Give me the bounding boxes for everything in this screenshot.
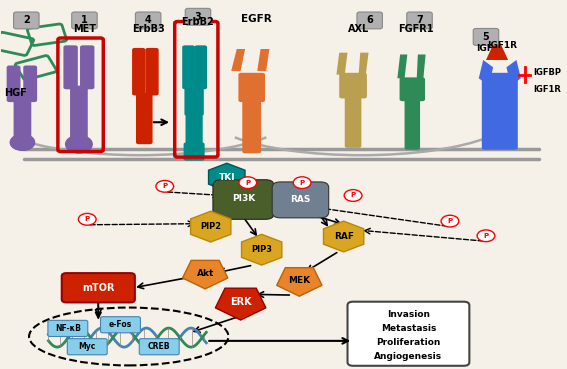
Text: IGF: IGF	[476, 45, 493, 54]
Polygon shape	[336, 53, 348, 75]
FancyBboxPatch shape	[48, 320, 88, 337]
Text: 7: 7	[416, 15, 423, 25]
FancyBboxPatch shape	[473, 28, 499, 45]
Text: 1: 1	[81, 15, 88, 25]
Circle shape	[477, 230, 495, 242]
Text: P: P	[484, 233, 489, 239]
FancyBboxPatch shape	[345, 89, 361, 148]
FancyBboxPatch shape	[80, 45, 95, 89]
Circle shape	[156, 180, 174, 192]
FancyBboxPatch shape	[185, 8, 211, 25]
Circle shape	[78, 213, 96, 225]
Text: Angiogenesis: Angiogenesis	[374, 352, 442, 361]
FancyBboxPatch shape	[348, 302, 469, 366]
FancyBboxPatch shape	[67, 339, 107, 355]
Text: Myc: Myc	[79, 342, 96, 351]
Circle shape	[10, 134, 35, 151]
Polygon shape	[417, 55, 426, 78]
Circle shape	[239, 177, 257, 189]
Text: 5: 5	[483, 32, 489, 42]
Text: IGFBP: IGFBP	[533, 68, 561, 77]
FancyBboxPatch shape	[184, 81, 204, 116]
Text: 2: 2	[23, 15, 29, 25]
Polygon shape	[397, 55, 407, 78]
FancyBboxPatch shape	[14, 12, 39, 29]
Circle shape	[344, 190, 362, 201]
Circle shape	[293, 177, 311, 189]
Text: ErbB3: ErbB3	[132, 24, 164, 34]
FancyBboxPatch shape	[184, 142, 205, 161]
FancyBboxPatch shape	[132, 48, 145, 96]
FancyBboxPatch shape	[357, 12, 382, 29]
Text: Invasion: Invasion	[387, 310, 430, 319]
FancyBboxPatch shape	[23, 65, 37, 102]
Text: P: P	[350, 193, 356, 199]
FancyBboxPatch shape	[194, 45, 207, 89]
Text: PIP3: PIP3	[251, 245, 272, 254]
Text: MET: MET	[73, 24, 96, 34]
FancyBboxPatch shape	[182, 45, 195, 89]
Text: mTOR: mTOR	[82, 283, 115, 293]
FancyBboxPatch shape	[100, 317, 141, 333]
Text: ERK: ERK	[230, 297, 251, 307]
FancyBboxPatch shape	[136, 12, 161, 29]
FancyBboxPatch shape	[7, 65, 20, 102]
FancyBboxPatch shape	[238, 73, 265, 102]
FancyBboxPatch shape	[64, 45, 78, 89]
Polygon shape	[257, 49, 269, 71]
FancyBboxPatch shape	[339, 73, 367, 99]
Text: RAF: RAF	[333, 232, 354, 241]
FancyBboxPatch shape	[14, 91, 31, 142]
Text: PIP2: PIP2	[200, 222, 221, 231]
FancyBboxPatch shape	[242, 87, 261, 154]
Text: e-Fos: e-Fos	[109, 320, 132, 329]
Circle shape	[66, 135, 92, 153]
FancyBboxPatch shape	[71, 12, 97, 29]
Text: 4: 4	[145, 15, 151, 25]
Text: EGFR: EGFR	[241, 14, 272, 24]
Text: PI3K: PI3K	[232, 194, 255, 203]
Text: P: P	[299, 180, 304, 186]
FancyBboxPatch shape	[400, 77, 425, 101]
Polygon shape	[506, 60, 521, 86]
FancyBboxPatch shape	[272, 182, 329, 218]
Text: P: P	[84, 216, 90, 222]
Text: NF-κB: NF-κB	[55, 324, 81, 332]
Text: P: P	[447, 218, 452, 224]
FancyBboxPatch shape	[482, 73, 518, 150]
FancyBboxPatch shape	[407, 12, 432, 29]
Polygon shape	[486, 36, 508, 60]
Text: P: P	[246, 180, 251, 186]
FancyBboxPatch shape	[405, 91, 420, 150]
Text: ErbB2: ErbB2	[181, 17, 214, 27]
Text: Proliferation: Proliferation	[376, 338, 441, 347]
Circle shape	[441, 215, 459, 227]
Polygon shape	[358, 53, 369, 75]
Text: FGFR1: FGFR1	[398, 24, 433, 34]
FancyBboxPatch shape	[139, 339, 179, 355]
Text: 6: 6	[366, 15, 373, 25]
FancyBboxPatch shape	[70, 86, 88, 144]
Text: AXL: AXL	[348, 24, 369, 34]
Text: CREB: CREB	[148, 342, 171, 351]
Text: IGF1R: IGF1R	[533, 85, 561, 94]
FancyBboxPatch shape	[136, 93, 153, 144]
FancyBboxPatch shape	[213, 180, 274, 219]
Text: Akt: Akt	[197, 269, 214, 277]
Text: TKI: TKI	[218, 173, 235, 182]
Polygon shape	[479, 60, 493, 86]
Text: Metastasis: Metastasis	[381, 324, 436, 333]
FancyBboxPatch shape	[185, 114, 202, 147]
Text: HGF: HGF	[4, 88, 27, 98]
Text: IGF1R: IGF1R	[488, 41, 518, 50]
Polygon shape	[231, 49, 245, 71]
FancyBboxPatch shape	[145, 48, 159, 96]
Text: P: P	[162, 183, 167, 189]
Text: MEK: MEK	[288, 276, 310, 285]
Text: RAS: RAS	[290, 195, 311, 204]
FancyBboxPatch shape	[62, 273, 135, 303]
Text: 3: 3	[194, 12, 201, 22]
